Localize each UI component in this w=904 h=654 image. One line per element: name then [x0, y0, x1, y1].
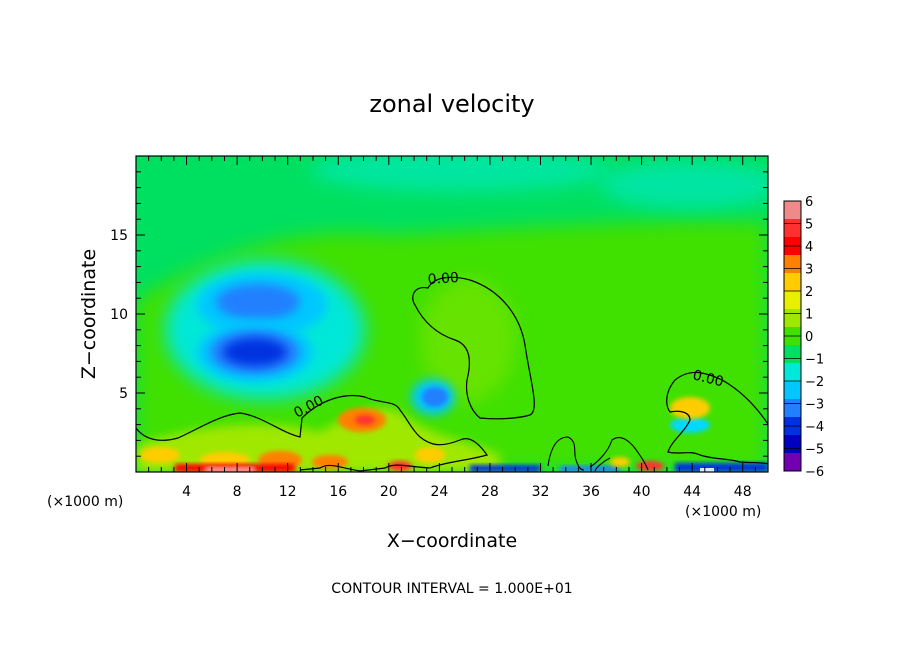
x-tick-label: 20 — [380, 484, 398, 500]
x-tick-label: 12 — [279, 484, 297, 500]
x-tick-label: 24 — [430, 484, 448, 500]
chart-title: zonal velocity — [369, 90, 534, 118]
field-orange-bottom-2 — [312, 455, 348, 469]
colorbar-swatch — [784, 219, 801, 238]
colorbar-swatch — [784, 435, 801, 454]
field-red-bottom-right — [636, 461, 664, 471]
x-tick-label: 40 — [633, 484, 651, 500]
velocity-field — [136, 156, 768, 472]
colorbar-swatch — [784, 273, 801, 292]
y-tick-label: 5 — [119, 386, 128, 402]
x-tick-label: 32 — [532, 484, 550, 500]
zero-contour-right — [666, 371, 768, 465]
x-tick-label: 8 — [233, 484, 242, 500]
field-surface-blue-strip-3 — [675, 463, 768, 472]
colorbar-label: 6 — [805, 195, 813, 210]
field-dark-blue-core — [223, 338, 287, 366]
x-tick-label: 16 — [329, 484, 347, 500]
colorbar-label: 0 — [805, 330, 813, 345]
x-tick-labels: 4 8 12 16 20 24 28 32 36 40 44 48 — [182, 484, 752, 500]
colorbar-swatch — [784, 381, 801, 400]
field-surface-blue-strip-1 — [470, 465, 540, 472]
contour-interval-footer: CONTOUR INTERVAL = 1.000E+01 — [331, 581, 572, 597]
x-tick-label: 36 — [582, 484, 600, 500]
contour-label-lobe: 0.00 — [427, 270, 459, 288]
field-surface-white-strip — [700, 468, 714, 472]
field-red-bottom — [388, 461, 412, 471]
field-blue-mid — [422, 387, 448, 407]
axis-ticks — [136, 156, 768, 472]
colorbar-label: 4 — [805, 240, 813, 255]
colorbar-label: 5 — [805, 218, 813, 233]
field-yellow-left — [140, 447, 180, 463]
x-tick-label: 48 — [734, 484, 752, 500]
field-surface-pink-strip — [205, 467, 255, 472]
colorbar-swatch — [784, 255, 801, 274]
zero-contour-lower — [136, 394, 488, 472]
colorbar-swatch — [784, 363, 801, 382]
x-tick-label: 28 — [481, 484, 499, 500]
field-yellow-bottom-2 — [415, 447, 445, 463]
x-tick-label: 44 — [683, 484, 701, 500]
colorbar-label: −6 — [805, 465, 824, 480]
x-unit-left: (×1000 m) — [47, 494, 123, 510]
colorbar-swatch — [784, 345, 801, 364]
colorbar-label: −2 — [805, 375, 824, 390]
y-tick-label: 15 — [110, 228, 128, 244]
colorbar-label: 1 — [805, 308, 813, 323]
colorbar-label: −3 — [805, 398, 824, 413]
field-red-core — [355, 415, 375, 425]
colorbar-swatch — [784, 399, 801, 418]
x-tick-label: 4 — [182, 484, 191, 500]
contour-label-right: 0.00 — [691, 367, 725, 390]
field-yellow-bottom-right — [610, 457, 630, 467]
colorbar-swatch — [784, 309, 801, 328]
field-blue-upper — [216, 284, 300, 320]
field-positive-lobe — [420, 278, 516, 402]
field-surface-blue-strip-2 — [560, 466, 620, 472]
zero-contour-bottom-cells — [547, 436, 649, 472]
colorbar-labels: 6 5 4 3 2 1 0 −1 −2 −3 −4 −5 −6 — [805, 195, 824, 480]
field-cyan-right — [670, 417, 710, 433]
colorbar-swatch — [784, 291, 801, 310]
field-upper-cyan-patch-right — [600, 161, 768, 209]
field-upper-cyan-patch — [310, 156, 610, 192]
y-axis-label: Z−coordinate — [78, 249, 100, 379]
colorbar-label: −1 — [805, 353, 824, 368]
colorbar-swatch — [784, 453, 801, 472]
colorbar — [783, 200, 802, 472]
colorbar-label: −5 — [805, 443, 824, 458]
colorbar-label: 2 — [805, 285, 813, 300]
x-axis-label: X−coordinate — [387, 530, 517, 552]
x-unit-right: (×1000 m) — [685, 504, 761, 520]
colorbar-swatch — [784, 201, 801, 220]
field-yellow-right — [670, 397, 710, 419]
colorbar-label: 3 — [805, 263, 813, 278]
zero-contour-positive-lobe — [412, 276, 535, 420]
y-tick-label: 10 — [110, 307, 128, 323]
colorbar-label: −4 — [805, 420, 824, 435]
y-tick-labels: 5 10 15 — [110, 228, 128, 402]
